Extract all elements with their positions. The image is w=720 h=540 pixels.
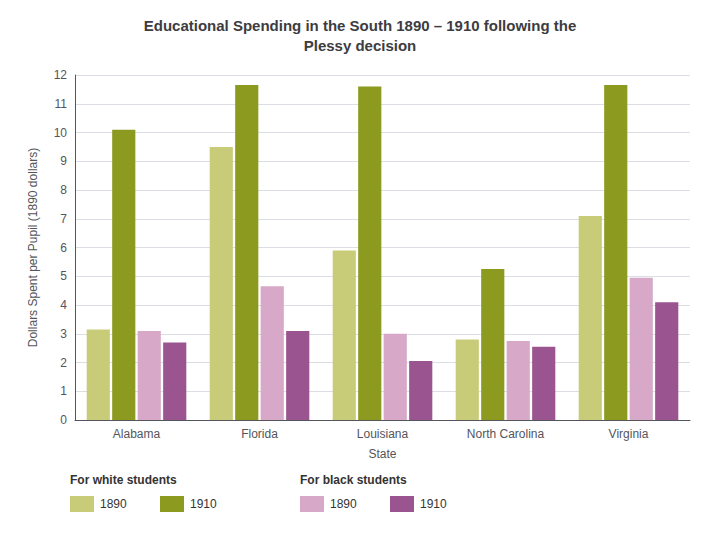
svg-text:7: 7 [60,212,67,226]
svg-text:For black students: For black students [300,473,407,487]
svg-text:9: 9 [60,154,67,168]
svg-text:Louisiana: Louisiana [357,427,409,441]
svg-text:1890: 1890 [100,497,127,511]
svg-text:Plessy decision: Plessy decision [304,37,417,54]
svg-text:1890: 1890 [330,497,357,511]
svg-text:Educational Spending in the So: Educational Spending in the South 1890 –… [144,17,577,34]
svg-text:2: 2 [60,356,67,370]
svg-text:For white students: For white students [70,473,177,487]
svg-text:Alabama: Alabama [113,427,161,441]
svg-text:3: 3 [60,327,67,341]
svg-text:Dollars Spent per Pupil (1890: Dollars Spent per Pupil (1890 dollars) [26,148,40,347]
svg-text:10: 10 [54,126,68,140]
svg-text:North Carolina: North Carolina [467,427,545,441]
svg-text:1910: 1910 [190,497,217,511]
svg-text:State: State [368,447,396,461]
svg-text:12: 12 [54,68,68,82]
svg-text:Florida: Florida [241,427,278,441]
svg-text:11: 11 [55,97,68,111]
svg-text:Virginia: Virginia [609,427,649,441]
svg-text:6: 6 [60,241,67,255]
svg-text:4: 4 [60,298,67,312]
svg-text:0: 0 [60,413,67,427]
svg-text:1: 1 [60,384,67,398]
svg-text:5: 5 [60,269,67,283]
svg-text:8: 8 [60,183,67,197]
svg-text:1910: 1910 [420,497,447,511]
